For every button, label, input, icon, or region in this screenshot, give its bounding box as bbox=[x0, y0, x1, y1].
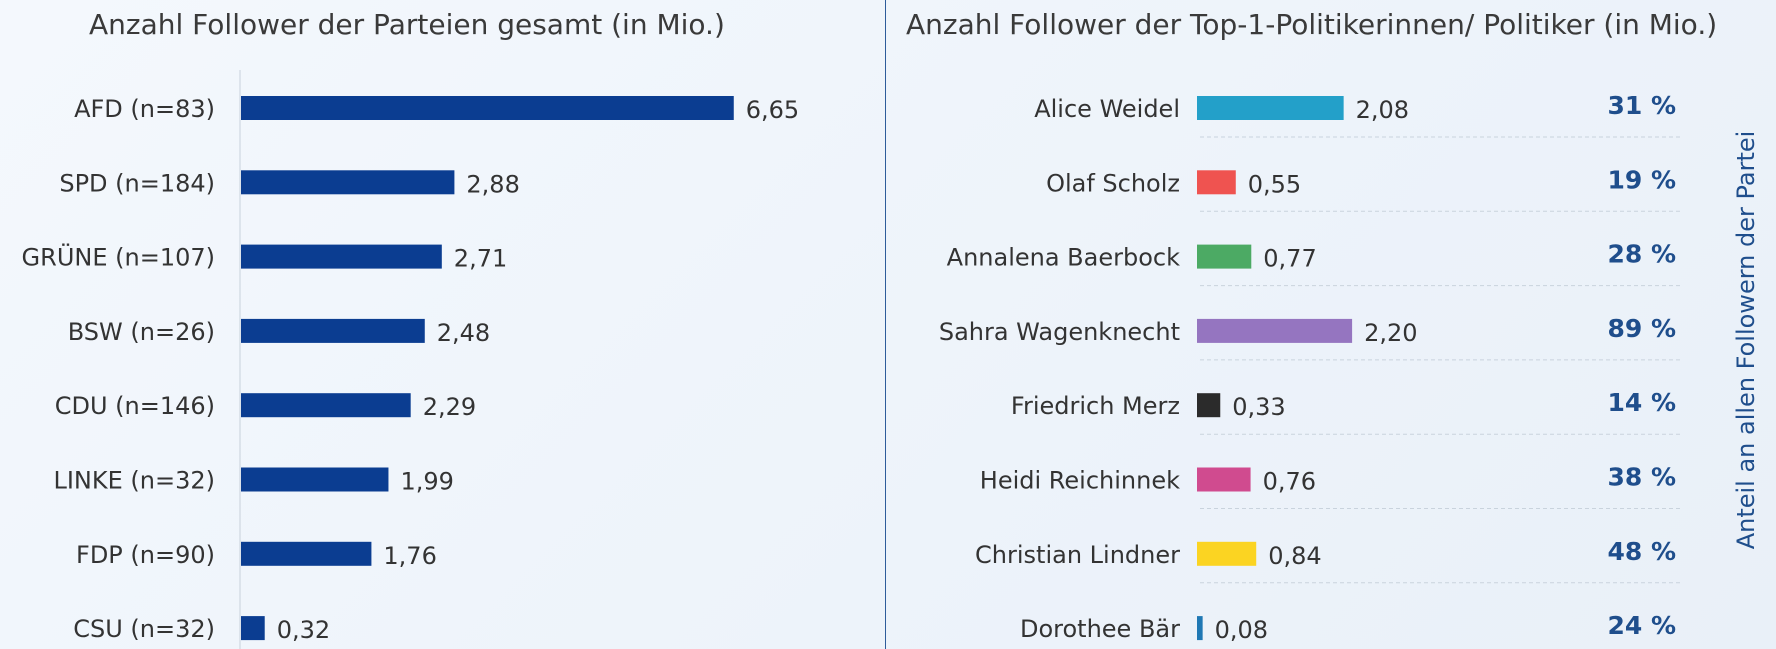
right-category-label: Alice Weidel bbox=[1034, 95, 1180, 123]
left-category-label: BSW (n=26) bbox=[68, 318, 215, 346]
left-category-label: LINKE (n=32) bbox=[53, 467, 215, 495]
left-value-label: 2,88 bbox=[466, 170, 519, 198]
left-bar bbox=[241, 170, 455, 195]
right-bar bbox=[1197, 318, 1353, 343]
right-value-label: 0,77 bbox=[1263, 245, 1316, 273]
left-value-label: 2,48 bbox=[437, 319, 490, 347]
right-value-label: 0,84 bbox=[1268, 542, 1321, 570]
share-label: 28 % bbox=[1607, 240, 1676, 269]
left-value-label: 1,99 bbox=[400, 468, 453, 496]
share-label: 89 % bbox=[1607, 314, 1676, 343]
panel-divider bbox=[885, 0, 886, 649]
right-bar bbox=[1197, 467, 1251, 492]
left-bar bbox=[241, 541, 372, 566]
left-category-label: AFD (n=83) bbox=[74, 95, 215, 123]
right-value-label: 0,76 bbox=[1263, 468, 1316, 496]
right-bar bbox=[1197, 244, 1252, 269]
share-label: 48 % bbox=[1607, 537, 1676, 566]
right-bar bbox=[1197, 393, 1221, 418]
left-category-label: SPD (n=184) bbox=[59, 169, 215, 197]
left-value-label: 6,65 bbox=[746, 96, 799, 124]
right-bar bbox=[1197, 616, 1203, 641]
right-category-label: Sahra Wagenknecht bbox=[939, 318, 1180, 346]
right-category-label: Friedrich Merz bbox=[1011, 392, 1180, 420]
right-value-label: 2,20 bbox=[1364, 319, 1417, 347]
right-bar bbox=[1197, 170, 1236, 195]
left-bar bbox=[241, 318, 425, 343]
left-category-label: FDP (n=90) bbox=[76, 541, 215, 569]
right-category-label: Christian Lindner bbox=[975, 541, 1180, 569]
left-chart-title: Anzahl Follower der Parteien gesamt (in … bbox=[89, 8, 725, 41]
right-value-label: 0,08 bbox=[1215, 616, 1268, 644]
left-bar bbox=[241, 467, 389, 492]
share-label: 31 % bbox=[1607, 91, 1676, 120]
right-bar bbox=[1197, 541, 1257, 566]
left-bar bbox=[241, 96, 734, 120]
left-bar bbox=[241, 393, 411, 418]
left-category-label: GRÜNE (n=107) bbox=[22, 243, 215, 272]
left-category-label: CDU (n=146) bbox=[55, 392, 215, 420]
left-category-label: CSU (n=32) bbox=[73, 615, 215, 643]
share-axis-label: Anteil an allen Followern der Partei bbox=[1732, 130, 1760, 550]
left-value-label: 2,29 bbox=[423, 393, 476, 421]
share-label: 19 % bbox=[1607, 165, 1676, 194]
right-value-label: 0,55 bbox=[1248, 170, 1301, 198]
left-bar bbox=[241, 616, 265, 641]
right-category-label: Olaf Scholz bbox=[1046, 169, 1180, 197]
share-label: 38 % bbox=[1607, 463, 1676, 492]
right-value-label: 0,33 bbox=[1232, 393, 1285, 421]
right-category-label: Annalena Baerbock bbox=[947, 244, 1180, 272]
right-bar bbox=[1197, 96, 1344, 120]
right-value-label: 2,08 bbox=[1356, 96, 1409, 124]
left-bar bbox=[241, 244, 442, 269]
left-value-label: 0,32 bbox=[277, 616, 330, 644]
left-value-label: 2,71 bbox=[454, 245, 507, 273]
share-label: 24 % bbox=[1607, 611, 1676, 640]
right-category-label: Heidi Reichinnek bbox=[980, 467, 1180, 495]
right-category-label: Dorothee Bär bbox=[1020, 615, 1180, 643]
left-value-label: 1,76 bbox=[383, 542, 436, 570]
share-label: 14 % bbox=[1607, 388, 1676, 417]
right-chart-title: Anzahl Follower der Top-1-Politikerinnen… bbox=[906, 8, 1718, 41]
